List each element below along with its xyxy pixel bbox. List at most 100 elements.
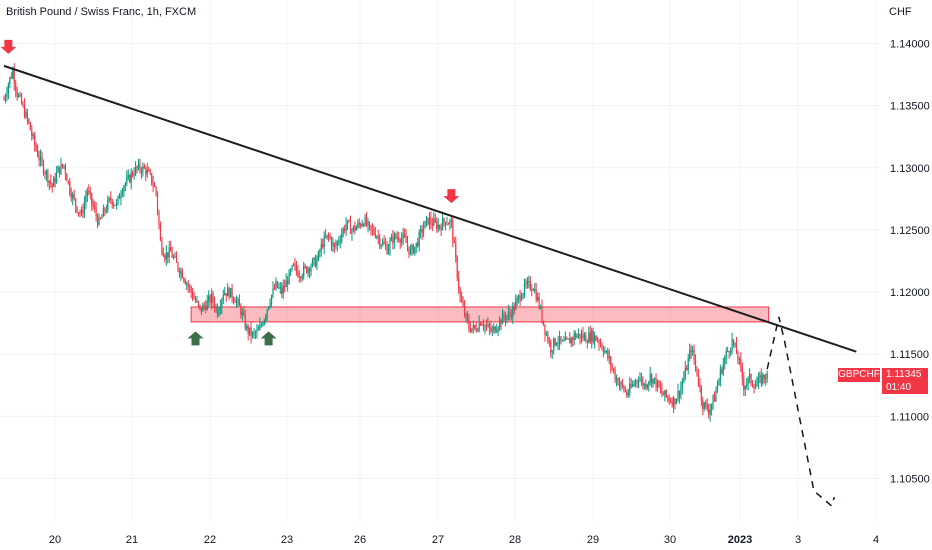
candle-body [501, 313, 504, 325]
x-tick-label: 21 [126, 534, 138, 546]
candle-body [291, 265, 293, 271]
candle-body [227, 287, 229, 297]
time-axis[interactable]: 20 21 22 23 26 27 28 29 30 2023 3 4 [49, 534, 879, 546]
candle-body [585, 335, 587, 343]
candle-body [639, 379, 641, 381]
candle-body [298, 276, 300, 278]
candle-body [209, 296, 211, 303]
candle-body [26, 111, 28, 120]
candle-body [566, 337, 568, 339]
y-tick-label: 1.11500 [890, 349, 929, 361]
candle-body [551, 350, 553, 353]
candle-body [82, 210, 84, 214]
candle-body [338, 241, 340, 243]
candle-body [172, 257, 175, 259]
candle-body [545, 333, 548, 335]
y-tick-label: 1.12000 [890, 287, 930, 299]
candle-body [306, 266, 308, 273]
candle-body [405, 236, 407, 243]
candle-body [645, 384, 647, 388]
price-axis[interactable]: 1.14000 1.13500 1.13000 1.12500 1.12000 1.115… [890, 39, 930, 486]
candle-body [19, 95, 21, 97]
candle-body [77, 212, 80, 214]
candle-body [491, 329, 493, 331]
candle-body [522, 293, 524, 298]
candle-body [507, 311, 509, 316]
candle-body [408, 246, 410, 254]
candle-body [662, 394, 664, 396]
candle-body [496, 330, 498, 333]
support-zone [190, 306, 770, 323]
candle-body [32, 135, 34, 137]
candle-body [53, 177, 55, 187]
candle-body [550, 341, 552, 353]
candle-body [48, 180, 50, 183]
candle-body [395, 234, 397, 238]
candle-body [544, 324, 546, 335]
candle-body [743, 378, 745, 390]
candle-body [455, 243, 457, 258]
candle-body [127, 175, 129, 178]
candle-body [636, 380, 638, 382]
candle-body [219, 306, 221, 311]
sell-arrow-icon [0, 39, 17, 54]
candle-body [152, 183, 154, 187]
candle-body [687, 358, 689, 371]
candle-body [15, 83, 17, 90]
candle-body [749, 374, 751, 378]
candle-body [387, 248, 390, 254]
candle-body [178, 269, 181, 275]
candle-body [358, 223, 360, 225]
candle-body [237, 299, 239, 301]
candle-body [648, 381, 650, 385]
candle-body [257, 329, 259, 331]
candle-body [282, 286, 284, 294]
candle-body [732, 339, 735, 345]
candle-body [746, 383, 748, 387]
candle-body [406, 242, 409, 247]
candle-body [104, 208, 106, 212]
symbol-badge: GBPCHF [838, 368, 880, 382]
candle-body [200, 307, 202, 312]
candle-body [637, 380, 640, 382]
candle-body [580, 334, 583, 339]
candle-body [164, 256, 166, 260]
candle-body [734, 343, 736, 345]
candle-body [563, 340, 565, 342]
candle-body [670, 401, 672, 403]
candle-body [190, 287, 192, 293]
candle-body [28, 119, 30, 123]
candle-body [493, 326, 495, 330]
candle-body [279, 287, 281, 289]
candle-body [481, 325, 483, 327]
candle-body [111, 199, 113, 206]
candle-body [389, 240, 391, 249]
candle-body [54, 177, 56, 183]
candle-body [528, 281, 530, 283]
candle-body [319, 251, 321, 253]
candle-body [230, 288, 232, 298]
candle-body [604, 351, 606, 353]
candle-body [569, 338, 571, 344]
candle-body [621, 382, 624, 386]
candle-body [153, 186, 156, 188]
candle-body [620, 382, 622, 384]
candle-body [348, 220, 350, 222]
candle-body [181, 270, 183, 279]
candle-body [396, 237, 398, 239]
candle-body [633, 383, 635, 385]
candle-body [213, 302, 216, 309]
y-tick-label: 1.13000 [890, 163, 930, 175]
candle-body [254, 332, 257, 334]
candle-body [466, 314, 469, 320]
candle-body [249, 327, 251, 334]
candle-body [382, 242, 384, 246]
candle-body [297, 270, 299, 277]
chart-title: British Pound / Swiss Franc, 1h, FXCM [6, 6, 197, 18]
candle-body [766, 373, 768, 379]
candle-body [225, 293, 227, 297]
candle-body [285, 280, 287, 288]
candle-body [417, 242, 419, 247]
candle-body [156, 193, 159, 212]
